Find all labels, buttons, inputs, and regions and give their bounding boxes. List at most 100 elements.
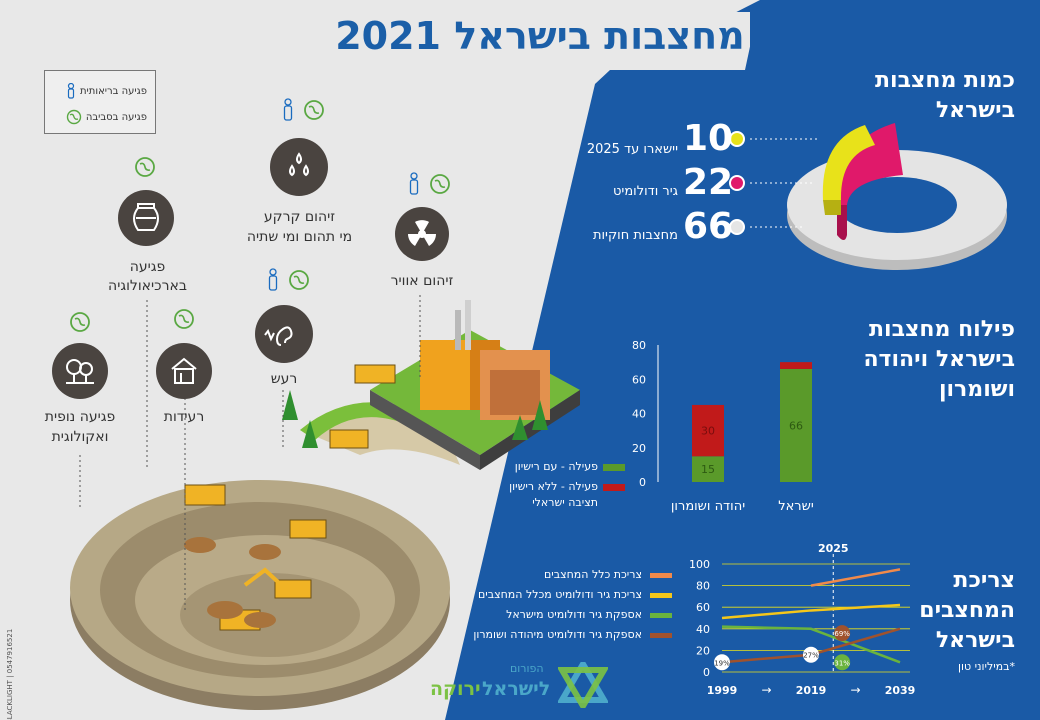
logo: הפורום לישראל ירוקה: [430, 660, 615, 710]
legend-environment: פגיעה בסביבה: [66, 109, 147, 125]
bar-unlicensed: [692, 404, 724, 457]
yellow-dot: [729, 131, 745, 147]
percent-badge: [803, 646, 819, 663]
consumption-title-3: בישראל: [935, 628, 1015, 653]
bar-licensed: [692, 456, 724, 482]
tree-icon: [66, 359, 94, 384]
quarry-count-title-1: כמות מחצבות: [874, 68, 1015, 93]
percent-badge-label: 69%: [834, 630, 850, 638]
vibrations-icon: [156, 343, 212, 399]
legend-israel-label: אספקת גיר ודולומיט מישראל: [506, 608, 642, 621]
globe-icon: [66, 109, 82, 125]
noise-icon: [255, 305, 313, 363]
percent-badge: [834, 625, 851, 642]
distribution-bar-chart: 0 20 40 60 80 יהודה ושומרון ישראל 15 30 66: [632, 339, 814, 514]
y-tick-label: 20: [632, 442, 646, 455]
arrow-icon: →: [761, 683, 771, 697]
archaeology-icon: [118, 190, 174, 246]
groundwater-icon: [270, 138, 328, 196]
y-tick-label: 100: [689, 558, 710, 571]
legend-unlicensed-swatch: [603, 484, 625, 491]
y-tick-label: 0: [703, 666, 710, 679]
air-indicator-icons: [409, 172, 450, 195]
percent-badge: [714, 654, 730, 671]
impact-vibrations-label: רעידות: [163, 409, 205, 425]
amphora-icon: [133, 203, 159, 231]
vibrations-indicator-icons: [174, 309, 194, 329]
side-credit: BLACKLIGHT | 0547916521: [6, 628, 14, 720]
count-remaining: 10: [683, 118, 734, 159]
y-tick-label: 60: [696, 601, 710, 614]
legend-limestone-swatch: [650, 593, 672, 598]
person-icon: [268, 268, 278, 291]
count-legal-label: מחצבות חוקיות: [592, 228, 678, 243]
globe-icon: [430, 174, 450, 194]
legend-health-label: פגיעה בריאותית: [79, 85, 147, 97]
page-title: מחצבות בישראל 2021: [335, 14, 745, 58]
y-tick-label: 80: [696, 580, 710, 593]
legend-environment-label: פגיעה בסביבה: [85, 111, 147, 123]
y-tick-label: 20: [696, 644, 710, 657]
y-tick-label: 80: [632, 339, 646, 352]
air-pollution-icon: [395, 207, 449, 261]
impact-landscape-label-1: פגיעה נופית: [44, 409, 116, 425]
quarry-illustration: [70, 300, 580, 710]
groundwater-indicator-icons: [283, 98, 324, 121]
globe-icon: [289, 270, 309, 290]
percent-badge: [834, 654, 851, 671]
person-icon: [409, 172, 419, 195]
pink-dot: [729, 175, 745, 191]
globe-icon: [135, 157, 155, 177]
impact-archaeology-label-2: בארכיאולוגיה: [108, 278, 187, 294]
archaeology-indicator-icons: [135, 157, 155, 177]
series-line: [721, 603, 901, 620]
bar-licensed: [780, 368, 812, 482]
y-tick-label: 40: [632, 408, 646, 421]
legend-total-swatch: [650, 573, 672, 578]
count-limestone: 22: [683, 162, 734, 203]
consumption-title-1: צריכת: [953, 568, 1015, 593]
arrow-icon: →: [850, 683, 860, 697]
globe-icon: [70, 312, 90, 332]
legend-licensed-swatch: [603, 464, 625, 471]
data-label: 15: [701, 463, 715, 476]
x-tick-label: ישראל: [778, 499, 814, 514]
series-line: [721, 625, 901, 664]
legend-israel-swatch: [650, 613, 672, 618]
legend-judea-swatch: [650, 633, 672, 638]
impact-air-label: זיהום אוויר: [390, 273, 454, 289]
impact-groundwater-label-2: מי תהום ומי שתיה: [246, 229, 353, 245]
x-tick-label: 2039: [885, 684, 916, 697]
count-remaining-label: יישארו עד 2025: [586, 142, 678, 157]
legend-licensed-label: פעילה - עם רישיון: [514, 460, 598, 473]
bar-unlicensed: [780, 362, 812, 369]
count-limestone-label: גיר ודולומיט: [612, 184, 678, 199]
consumption-note: *במיליוני טון: [958, 660, 1015, 673]
y-tick-label: 40: [696, 623, 710, 636]
impact-landscape-label-2: ואקולוגית: [51, 429, 109, 445]
landscape-icon: [52, 343, 108, 399]
data-label: 30: [701, 425, 715, 438]
percent-badge-label: 27%: [803, 652, 819, 660]
logo-star-icon: [558, 662, 608, 708]
quarry-count-title-2: בישראל: [935, 98, 1015, 123]
legend-unlicensed-label-2: תציבה ישראלי: [532, 496, 598, 509]
count-legal: 66: [683, 206, 734, 247]
ear-icon: [264, 326, 293, 346]
house-icon: [171, 357, 197, 384]
legend-limestone-label: צריכת גיר ודולומיט מכלל המחצבים: [477, 588, 642, 601]
y-tick-label: 60: [632, 373, 646, 386]
water-drops-icon: [289, 152, 309, 177]
gray-dot: [729, 219, 745, 235]
globe-icon: [174, 309, 194, 329]
impact-legend: פגיעה בריאותית פגיעה בסביבה: [44, 70, 156, 134]
distribution-title-2: בישראל ויהודה: [863, 347, 1015, 372]
legend-health: פגיעה בריאותית: [66, 83, 147, 99]
distribution-title-1: פילוח מחצבות: [869, 317, 1015, 342]
logo-line2: לישראל: [482, 678, 551, 700]
consumption-line-chart: 0 20 40 60 80 100 2025 19% 27% 31% 69% 1999 2019 2039…: [689, 542, 916, 697]
person-icon: [67, 83, 75, 99]
x-tick-label: 1999: [707, 684, 738, 697]
series-line: [810, 568, 901, 587]
